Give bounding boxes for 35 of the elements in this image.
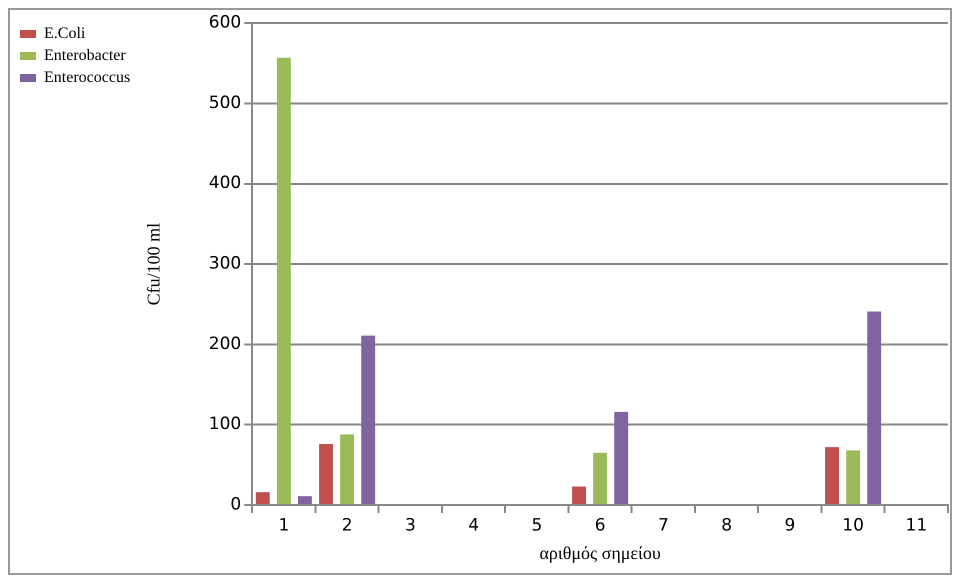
bar xyxy=(846,450,860,504)
bar xyxy=(319,444,333,504)
bar xyxy=(614,412,628,504)
bar xyxy=(361,336,376,504)
x-axis-title: αριθμός σημείου xyxy=(539,542,661,563)
bar xyxy=(340,434,354,504)
bar xyxy=(256,492,270,504)
y-tick-label: 400 xyxy=(208,173,242,194)
legend-label: E.Coli xyxy=(44,25,86,42)
bar xyxy=(867,311,882,504)
bar xyxy=(572,486,586,504)
x-tick-label: 2 xyxy=(342,516,353,536)
x-tick-label: 7 xyxy=(658,516,669,536)
x-tick-label: 4 xyxy=(468,516,480,536)
bar xyxy=(298,496,312,504)
y-tick-label: 300 xyxy=(208,254,242,274)
x-tick-label: 10 xyxy=(842,516,864,536)
x-tick-label: 8 xyxy=(721,516,732,536)
y-tick-label: 0 xyxy=(230,494,242,514)
legend-label: Enterococcus xyxy=(44,69,130,86)
x-tick-label: 5 xyxy=(531,516,542,536)
y-tick-label: 100 xyxy=(208,414,242,434)
x-tick-label: 11 xyxy=(906,516,928,536)
bar xyxy=(825,447,839,504)
legend-label: Enterobacter xyxy=(44,47,126,64)
x-tick-label: 6 xyxy=(594,516,606,536)
y-tick-label: 600 xyxy=(208,12,242,33)
x-tick-label: 3 xyxy=(404,516,416,536)
bar xyxy=(593,452,608,504)
y-axis-title: Cfu/100 ml xyxy=(144,222,164,306)
y-tick-label: 500 xyxy=(208,92,242,113)
bar xyxy=(276,58,291,504)
y-tick-label: 200 xyxy=(208,334,242,354)
x-tick-label: 1 xyxy=(278,516,290,536)
x-tick-label: 9 xyxy=(784,516,796,536)
